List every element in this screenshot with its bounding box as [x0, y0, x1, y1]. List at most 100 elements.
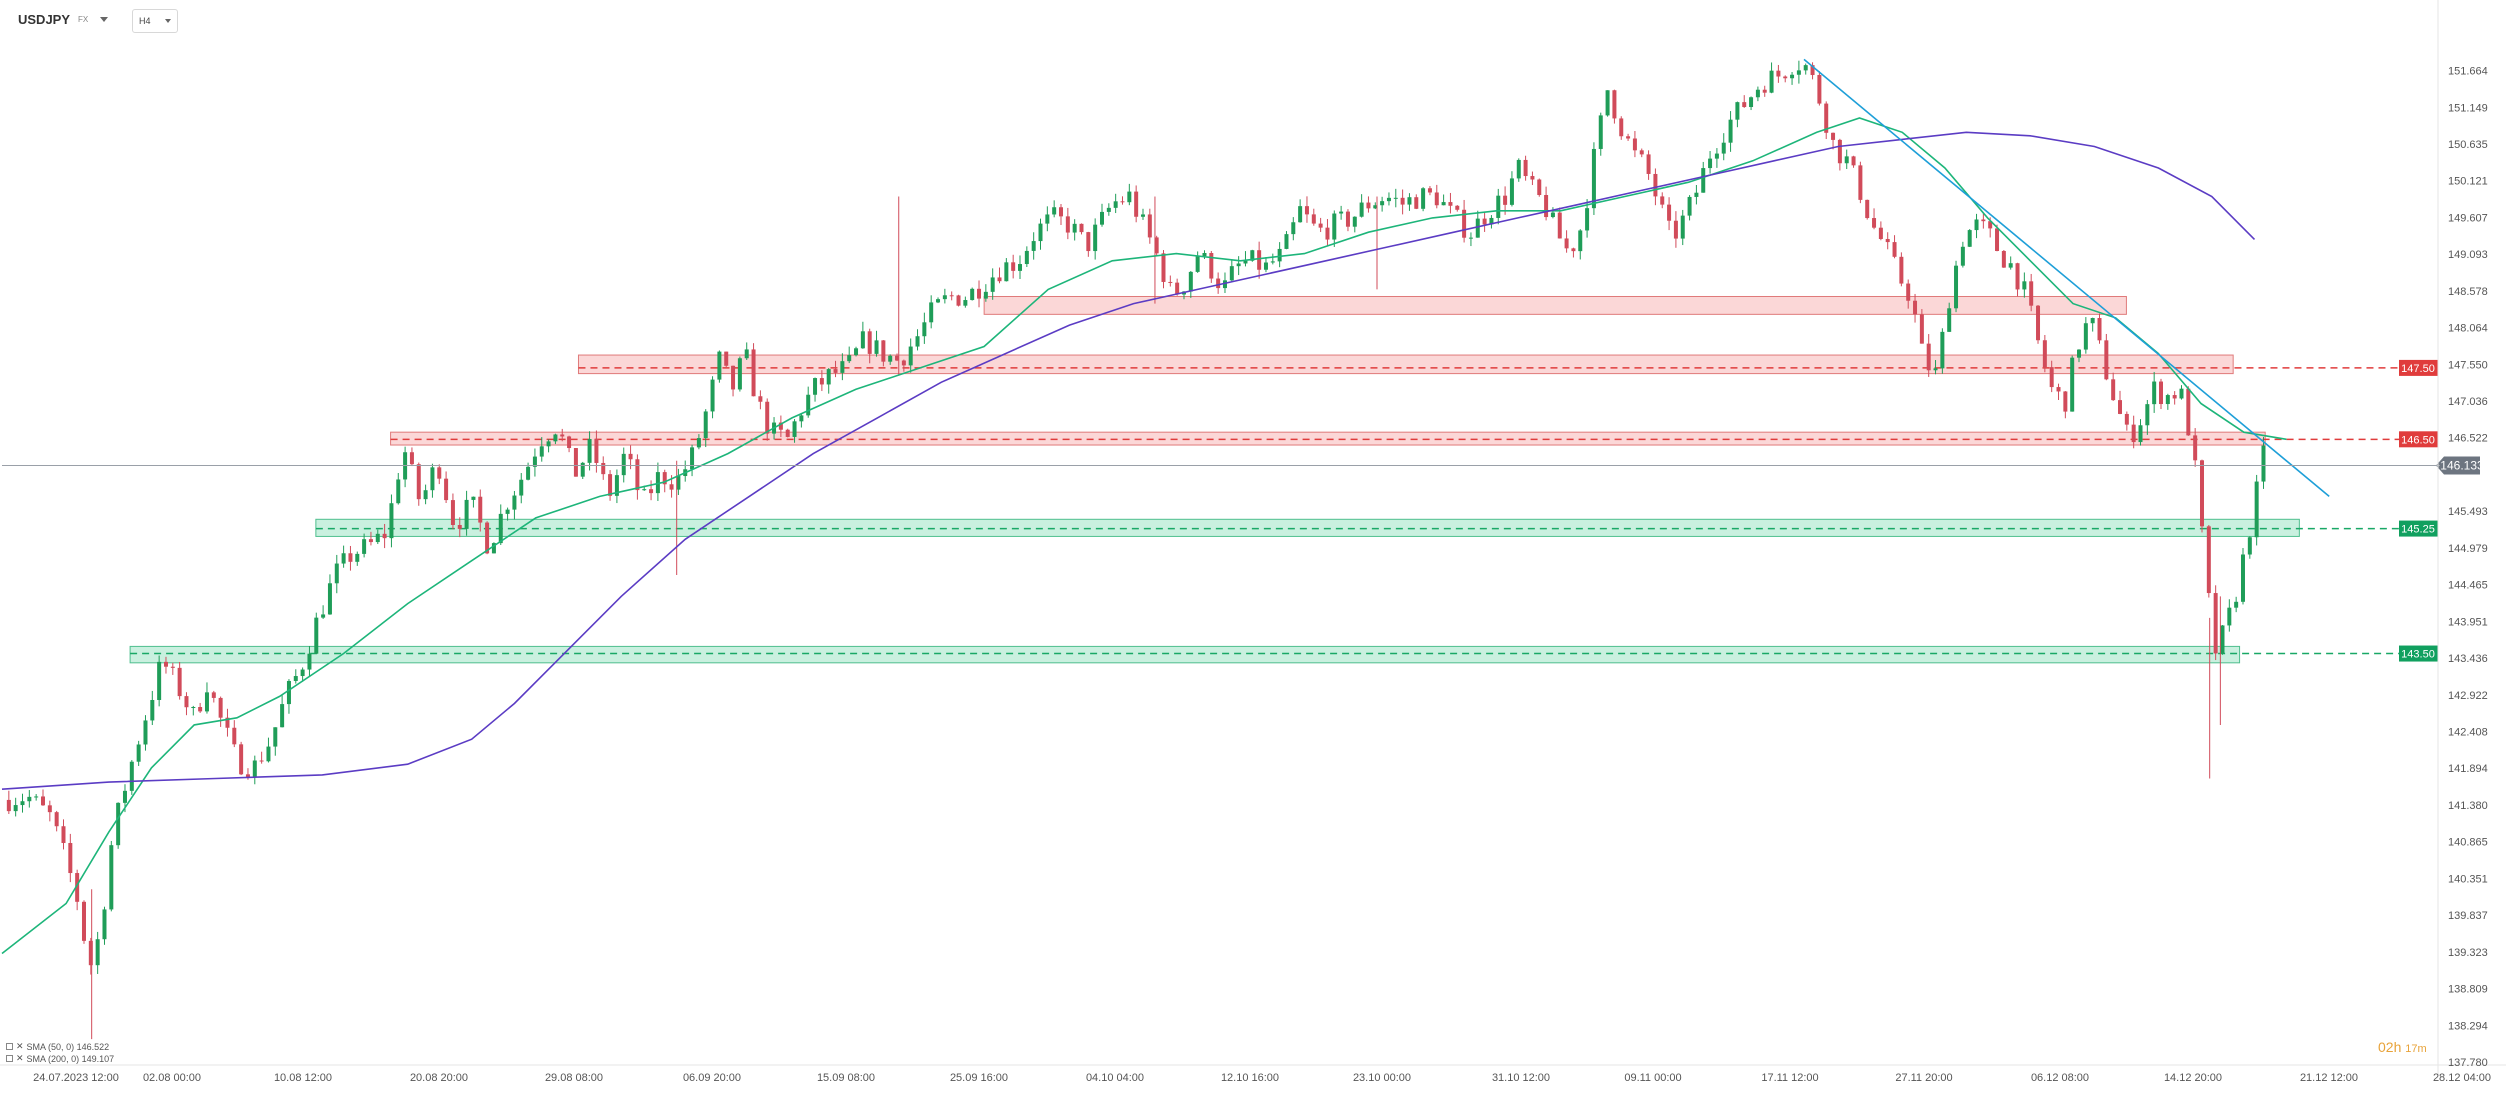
- close-icon[interactable]: ✕: [16, 1041, 24, 1051]
- candle-up: [27, 796, 32, 802]
- candle-up: [744, 349, 749, 359]
- candle-up: [464, 499, 469, 529]
- y-tick-label: 150.635: [2448, 139, 2488, 151]
- candle-down: [225, 717, 230, 728]
- chevron-down-icon[interactable]: [164, 19, 171, 23]
- candle-up: [1277, 248, 1282, 262]
- candle-down: [669, 484, 674, 490]
- candle-down: [1612, 90, 1617, 119]
- candle-down: [635, 459, 640, 491]
- candle-down: [211, 692, 216, 698]
- legend-sma-200[interactable]: ✕ SMA (200, 0) 149.107: [6, 1053, 114, 1064]
- candle-down: [1742, 102, 1747, 108]
- y-tick-label: 139.323: [2448, 947, 2488, 959]
- y-tick-label: 142.922: [2448, 690, 2488, 702]
- candle-down: [68, 843, 73, 874]
- candle-down: [1147, 214, 1152, 238]
- candle-up: [546, 441, 551, 447]
- candle-down: [1831, 132, 1836, 140]
- candle-up: [1591, 148, 1596, 209]
- legend-sma-50[interactable]: ✕ SMA (50, 0) 146.522: [6, 1041, 109, 1052]
- level-tag-text: 146.50: [2401, 434, 2435, 446]
- symbol-selector[interactable]: USDJPY FX: [18, 9, 109, 29]
- candle-down: [567, 436, 572, 449]
- candle-down: [1906, 283, 1911, 301]
- candle-down: [881, 340, 886, 362]
- candle-up: [799, 415, 804, 422]
- candle-up: [1359, 202, 1364, 217]
- candle-up: [2227, 607, 2232, 626]
- candle-up: [888, 355, 893, 362]
- candle-up: [922, 322, 927, 337]
- candle-down: [1134, 191, 1139, 217]
- visibility-icon[interactable]: [6, 1043, 13, 1050]
- candles-layer: [6, 60, 2266, 1040]
- candle-down: [2111, 379, 2116, 401]
- candle-down: [1304, 206, 1309, 215]
- candle-up: [1045, 214, 1050, 224]
- x-tick-label: 10.08 12:00: [274, 1072, 332, 1084]
- timeframe-selector[interactable]: H4: [132, 9, 178, 33]
- sma-50-line: [1, 117, 2287, 955]
- level-tag-text: 145.25: [2401, 524, 2435, 536]
- candle-up: [1735, 102, 1740, 120]
- candle-down: [6, 799, 11, 812]
- candle-down: [1865, 199, 1870, 219]
- candle-down: [2042, 340, 2047, 368]
- candle-down: [163, 661, 168, 667]
- sma-200-line: [1, 131, 2256, 790]
- candle-down: [1209, 253, 1214, 279]
- candle-countdown: 02h 17m: [2378, 1039, 2427, 1055]
- candle-up: [1195, 255, 1200, 272]
- x-tick-label: 17.11 12:00: [1761, 1072, 1818, 1084]
- candle-up: [1509, 178, 1514, 205]
- candle-down: [819, 378, 824, 385]
- candle-up: [1407, 197, 1412, 205]
- candle-down: [778, 422, 783, 430]
- candle-down: [1400, 197, 1405, 205]
- y-tick-label: 150.121: [2448, 176, 2488, 188]
- candle-up: [1687, 196, 1692, 216]
- candle-down: [2029, 281, 2034, 306]
- candle-up: [1380, 201, 1385, 206]
- candle-down: [901, 360, 906, 366]
- close-icon[interactable]: ✕: [16, 1053, 24, 1063]
- candle-up: [396, 479, 401, 504]
- candle-down: [1434, 192, 1439, 206]
- candle-up: [2179, 388, 2184, 399]
- level-tags-layer: 147.50 146.50 145.25 143.50 146.133: [2399, 359, 2484, 662]
- y-tick-label: 148.578: [2448, 286, 2488, 298]
- candle-down: [1646, 154, 1651, 174]
- y-tick-label: 147.550: [2448, 359, 2488, 371]
- candle-down: [245, 774, 250, 778]
- candle-down: [1673, 220, 1678, 239]
- candle-up: [280, 704, 285, 728]
- y-tick-label: 138.809: [2448, 984, 2488, 996]
- candle-up: [1140, 214, 1145, 217]
- candle-down: [348, 553, 353, 562]
- candle-down: [1632, 138, 1637, 151]
- y-tick-label: 142.408: [2448, 727, 2488, 739]
- candle-up: [430, 467, 435, 491]
- visibility-icon[interactable]: [6, 1055, 13, 1062]
- candle-down: [2063, 391, 2068, 412]
- candle-down: [1878, 227, 1883, 239]
- candle-down: [239, 744, 244, 775]
- candle-up: [553, 434, 558, 442]
- candle-up: [307, 653, 312, 670]
- candle-down: [1762, 89, 1767, 93]
- candle-up: [1284, 234, 1289, 249]
- candle-down: [437, 467, 442, 479]
- level-tag-text: 143.50: [2401, 649, 2435, 661]
- candle-up: [929, 302, 934, 323]
- candle-up: [1475, 218, 1480, 238]
- candle-up: [2077, 349, 2082, 358]
- candle-down: [997, 277, 1002, 282]
- candle-down: [1899, 256, 1904, 284]
- candle-up: [1229, 266, 1234, 281]
- chevron-down-icon[interactable]: [100, 16, 109, 22]
- candle-down: [867, 331, 872, 354]
- candle-up: [2022, 281, 2027, 290]
- candle-down: [751, 349, 756, 397]
